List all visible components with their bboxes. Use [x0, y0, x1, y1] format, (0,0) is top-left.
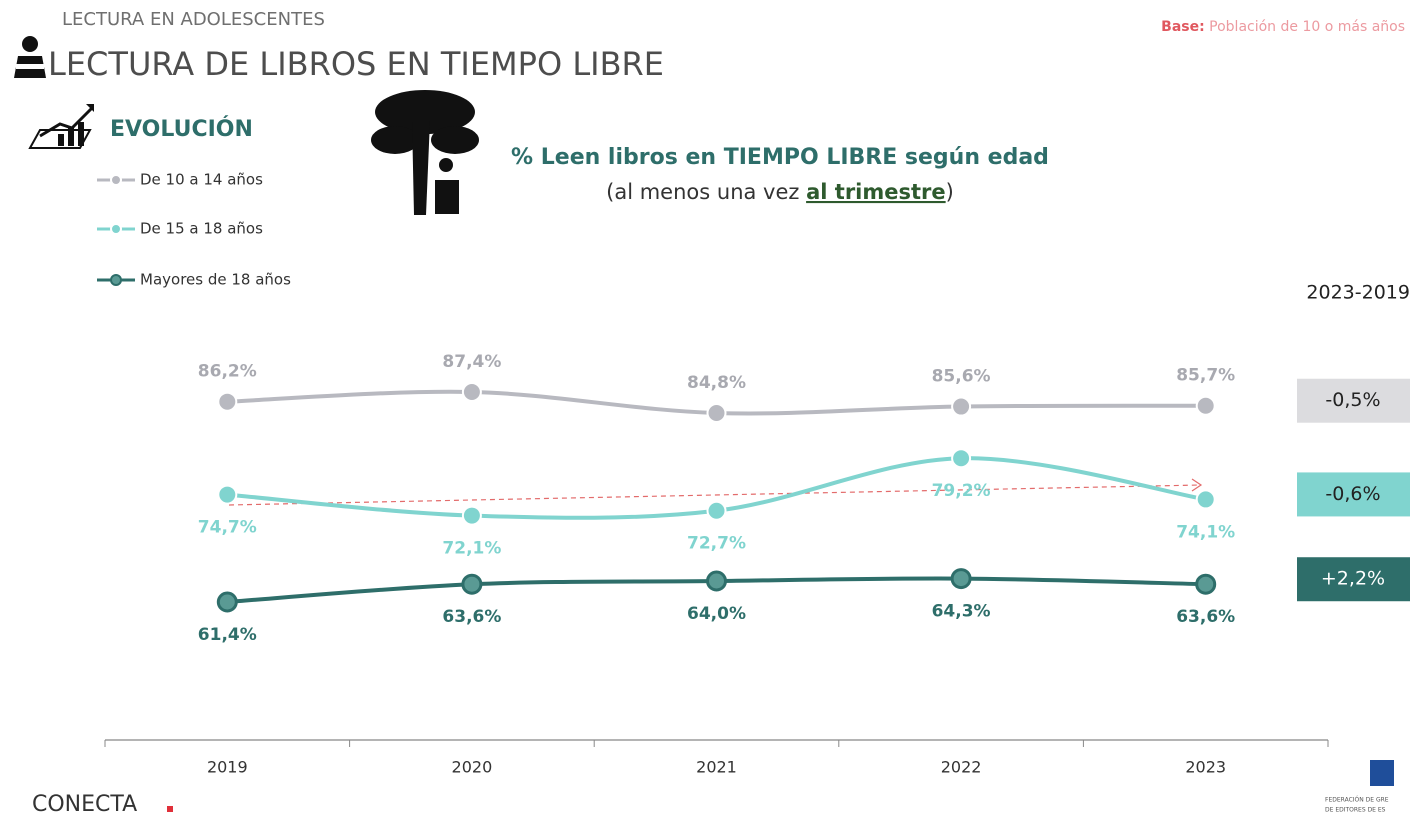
legend-marker: [111, 175, 121, 185]
section-title: EVOLUCIÓN: [110, 116, 253, 142]
org-logo: [1370, 760, 1394, 786]
value-label: 64,0%: [687, 604, 746, 624]
value-label: 63,6%: [442, 607, 501, 627]
subtitle-emphasis: al trimestre: [806, 180, 946, 204]
value-label: 64,3%: [932, 602, 991, 622]
change-label: +2,2%: [1321, 568, 1385, 590]
point: [952, 449, 970, 467]
base-label: Base:: [1161, 19, 1205, 35]
legend-label: De 15 a 18 años: [140, 220, 263, 238]
point: [1197, 490, 1215, 508]
point: [463, 575, 481, 593]
value-label: 74,7%: [198, 518, 257, 538]
point: [218, 486, 236, 504]
value-label: 74,1%: [1176, 522, 1235, 542]
base-text: Población de 10 o más años: [1209, 19, 1405, 35]
point: [952, 570, 970, 588]
tree-icon: [371, 90, 479, 215]
x-tick-label: 2021: [696, 758, 737, 777]
footer-brand: CONECTA: [32, 792, 137, 816]
page-title: LECTURA DE LIBROS EN TIEMPO LIBRE: [48, 45, 664, 83]
point: [218, 593, 236, 611]
value-label: 72,7%: [687, 534, 746, 554]
legend-label: De 10 a 14 años: [140, 171, 263, 189]
brand-dot: [167, 806, 173, 812]
change-label: -0,6%: [1325, 483, 1380, 505]
legend-marker: [111, 275, 121, 285]
chart-icon: [30, 104, 94, 148]
point: [463, 507, 481, 525]
value-label: 87,4%: [442, 352, 501, 372]
point: [463, 383, 481, 401]
x-tick-label: 2019: [207, 758, 248, 777]
value-label: 85,7%: [1176, 366, 1235, 386]
value-label: 86,2%: [198, 362, 257, 382]
point: [1197, 575, 1215, 593]
chart-subtitle: (al menos una vez al trimestre): [606, 180, 954, 204]
person-icon: [14, 36, 46, 78]
point: [1197, 397, 1215, 415]
legend-marker: [111, 224, 121, 234]
x-tick-label: 2022: [941, 758, 982, 777]
footer-org: FEDERACIÓN DE GRE: [1325, 797, 1389, 804]
subtitle-part: ): [946, 180, 954, 204]
value-label: 61,4%: [198, 625, 257, 645]
point: [708, 404, 726, 422]
kicker: LECTURA EN ADOLESCENTES: [62, 9, 325, 30]
point: [708, 502, 726, 520]
change-label: -0,5%: [1325, 389, 1380, 411]
value-label: 72,1%: [442, 539, 501, 559]
legend-label: Mayores de 18 años: [140, 271, 291, 289]
chart-title: % Leen libros en TIEMPO LIBRE según edad: [511, 145, 1049, 170]
value-label: 85,6%: [932, 367, 991, 387]
point: [218, 393, 236, 411]
x-tick-label: 2020: [452, 758, 493, 777]
x-tick-label: 2023: [1185, 758, 1226, 777]
change-header: 2023-2019: [1306, 282, 1410, 304]
slide: LECTURA EN ADOLESCENTES LECTURA DE LIBRO…: [0, 0, 1417, 816]
value-label: 79,2%: [932, 481, 991, 501]
base-note: Base: Población de 10 o más años: [1161, 19, 1405, 35]
value-label: 63,6%: [1176, 607, 1235, 627]
subtitle-part: (al menos una vez: [606, 180, 806, 204]
point: [708, 572, 726, 590]
footer-org: DE EDITORES DE ES: [1325, 807, 1386, 814]
value-label: 84,8%: [687, 373, 746, 393]
point: [952, 398, 970, 416]
